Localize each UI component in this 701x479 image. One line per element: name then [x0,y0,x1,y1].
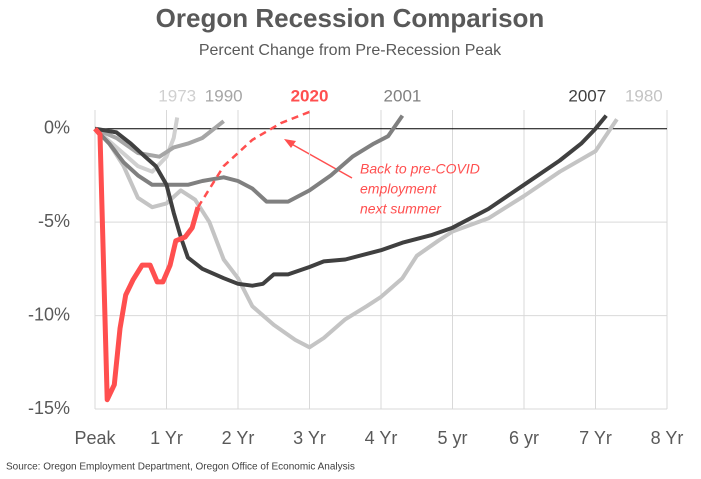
chart-subtitle: Percent Change from Pre-Recession Peak [199,42,502,59]
series-label: 2007 [568,86,606,105]
x-tick-label: Peak [74,428,116,448]
series-label: 1973 [158,86,196,105]
annotation: next summer [360,201,442,217]
series-label: 1980 [625,86,663,105]
x-tick-label: 2 Yr [222,428,255,448]
y-tick-label: 0% [44,117,70,137]
x-tick-label: 6 yr [509,428,539,448]
source-note: Source: Oregon Employment Department, Or… [6,462,355,473]
series-line [93,117,180,174]
x-tick-label: 4 Yr [365,428,398,448]
series-label: 2020 [291,86,329,105]
y-tick-label: -15% [28,398,70,418]
x-tick-label: 8 Yr [651,428,684,448]
arrow-head [284,139,296,148]
annotation: employment [360,181,437,197]
series-line [93,114,405,204]
x-tick-label: 1 Yr [150,428,183,448]
projection-line [196,110,310,208]
series-line [94,114,608,288]
annotation: Back to pre-COVID [360,161,480,177]
y-tick-label: -10% [28,304,70,324]
chart-title: Oregon Recession Comparison [156,3,545,33]
series-line [93,127,201,403]
x-tick-label: 5 yr [437,428,467,448]
x-tick-label: 3 Yr [293,428,326,448]
series-label: 2001 [384,86,422,105]
series-label: 1990 [205,86,243,105]
x-tick-label: 7 Yr [579,428,612,448]
series-line [93,118,619,350]
grid [94,110,668,410]
series-line [94,119,225,159]
y-tick-label: -5% [38,211,70,231]
annotation-arrow [287,141,353,179]
